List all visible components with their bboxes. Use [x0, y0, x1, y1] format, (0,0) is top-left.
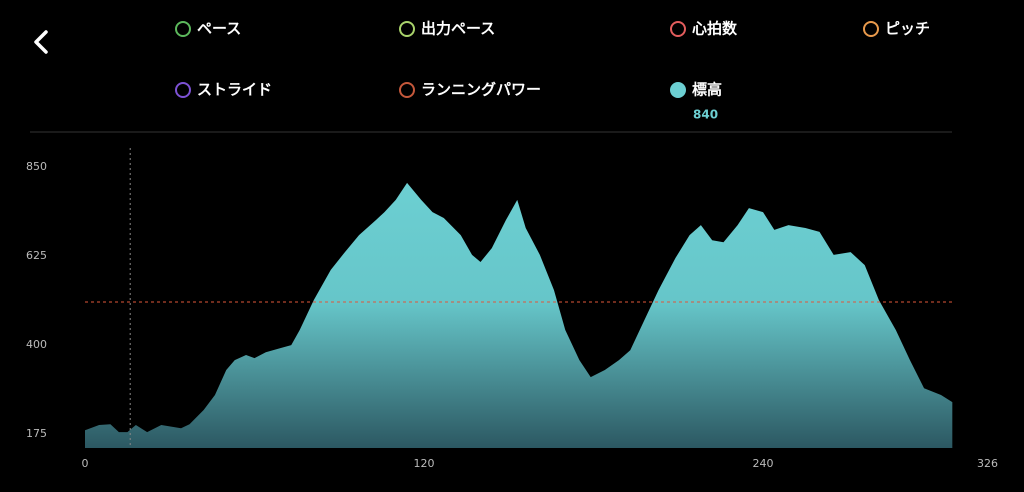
legend-label[interactable]: 標高: [692, 81, 722, 99]
legend-label[interactable]: ランニングパワー: [421, 81, 541, 99]
x-tick-label: 326: [977, 457, 998, 470]
legend-label[interactable]: 出力ペース: [421, 20, 495, 38]
elevation-area: [85, 182, 953, 448]
legend-label[interactable]: ストライド: [197, 81, 272, 99]
y-tick-label: 850: [26, 160, 47, 173]
legend-label[interactable]: ピッチ: [885, 20, 930, 38]
cursor-value: 840: [693, 108, 718, 122]
legend-toggle[interactable]: [399, 82, 415, 98]
legend-toggle[interactable]: [670, 82, 686, 98]
y-tick-label: 625: [26, 249, 47, 262]
legend-label[interactable]: 心拍数: [692, 20, 738, 38]
x-tick-label: 0: [82, 457, 89, 470]
y-tick-label: 175: [26, 427, 47, 440]
legend-toggle[interactable]: [670, 21, 686, 37]
legend-toggle[interactable]: [863, 21, 879, 37]
x-tick-label: 120: [414, 457, 435, 470]
legend-toggle[interactable]: [399, 21, 415, 37]
legend-toggle[interactable]: [175, 82, 191, 98]
x-tick-label: 240: [753, 457, 774, 470]
back-button[interactable]: [34, 30, 48, 54]
legend-label[interactable]: ペース: [197, 20, 241, 38]
y-tick-label: 400: [26, 338, 47, 351]
legend-toggle[interactable]: [175, 21, 191, 37]
